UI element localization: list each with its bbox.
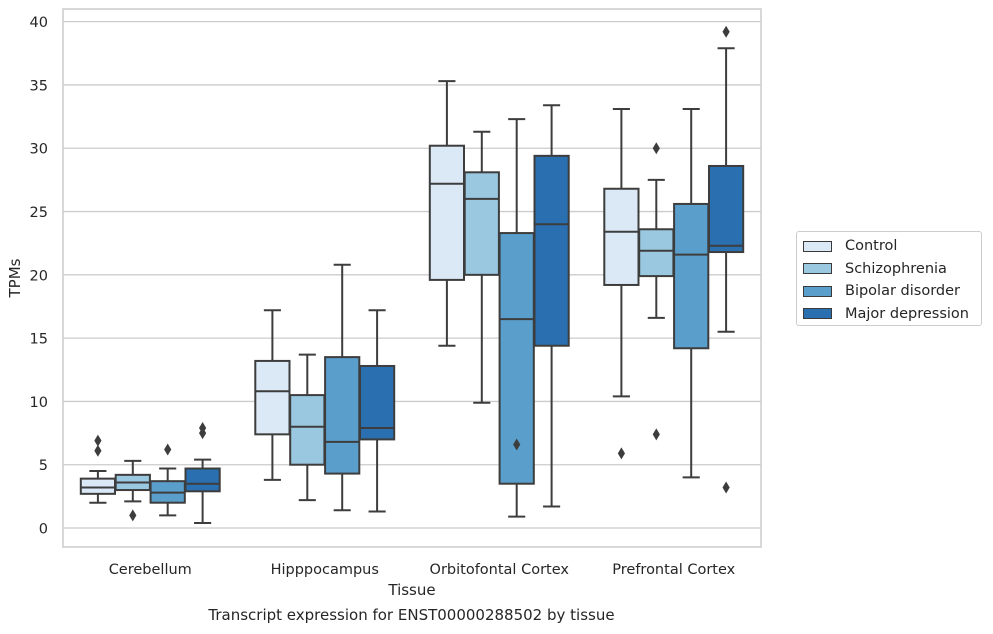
legend-swatch <box>803 240 832 252</box>
legend-label: Major depression <box>845 305 969 322</box>
box-bipolar-disorder <box>149 443 186 517</box>
box-body <box>638 228 675 278</box>
box-bipolar-disorder <box>673 108 710 479</box>
y-tick-label: 15 <box>30 332 48 348</box>
outlier-point <box>617 447 625 460</box>
box-bipolar-disorder <box>498 118 535 518</box>
box-schizophrenia <box>638 142 675 441</box>
y-tick-label: 30 <box>30 142 48 158</box>
box-major-depression <box>707 25 745 494</box>
box-control <box>428 80 466 347</box>
box-body <box>289 394 326 466</box>
y-axis-ticks: 0 5 10 15 20 25 30 35 40 <box>30 15 48 537</box>
box-body <box>428 144 466 281</box>
box-body <box>707 164 745 254</box>
box-schizophrenia <box>289 353 326 502</box>
box-body <box>254 359 291 436</box>
y-tick-label: 20 <box>30 268 48 284</box>
legend-label: Control <box>845 238 898 255</box>
box-body <box>603 187 640 286</box>
box-body <box>463 171 500 276</box>
y-tick-label: 25 <box>30 205 48 221</box>
y-axis-label: TPMs <box>6 258 24 298</box>
legend-item: Control <box>803 235 981 258</box>
outlier-point <box>722 481 730 494</box>
x-tick-label: Orbitofontal Cortex <box>430 562 570 578</box>
x-axis-label: Tissue <box>387 581 435 599</box>
outlier-point <box>652 428 660 441</box>
box-body <box>79 477 117 495</box>
outlier-point <box>722 25 730 38</box>
y-tick-label: 0 <box>39 522 48 538</box>
box-body <box>533 154 570 347</box>
outlier-point <box>94 444 102 457</box>
legend-item: Bipolar disorder <box>803 280 981 303</box>
legend-swatch <box>803 308 832 320</box>
box-schizophrenia <box>463 130 500 404</box>
box-major-depression <box>358 309 396 513</box>
x-axis-ticks: Cerebellum Hipppocampus Orbitofontal Corte… <box>109 562 736 578</box>
box-major-depression <box>184 422 221 524</box>
box-bipolar-disorder <box>324 263 361 512</box>
box-control <box>79 434 117 504</box>
legend: Control Schizophrenia Bipolar disorder M… <box>796 231 982 326</box>
legend-label: Schizophrenia <box>845 260 947 277</box>
outlier-point <box>129 509 137 522</box>
boxes <box>79 25 745 524</box>
outlier-point <box>652 142 660 155</box>
y-tick-label: 35 <box>30 78 48 94</box>
box-major-depression <box>533 104 570 508</box>
y-tick-label: 40 <box>30 15 48 31</box>
legend-item: Major depression <box>803 303 981 326</box>
legend-item: Schizophrenia <box>803 258 981 281</box>
box-body <box>184 467 221 493</box>
box-control <box>254 309 291 481</box>
outlier-point <box>513 438 521 451</box>
x-tick-label: Prefrontal Cortex <box>612 562 735 578</box>
outlier-point <box>94 434 102 447</box>
box-control <box>603 108 640 460</box>
x-tick-label: Hipppocampus <box>271 562 379 578</box>
gridlines <box>63 21 761 529</box>
box-schizophrenia <box>114 459 151 522</box>
legend-swatch <box>803 263 832 275</box>
box-body <box>673 202 710 350</box>
figure-caption: Transcript expression for ENST0000028850… <box>208 606 615 624</box>
outlier-point <box>164 443 172 456</box>
outlier-point <box>199 422 207 435</box>
box-body <box>324 356 361 475</box>
y-tick-label: 5 <box>39 458 48 474</box>
y-tick-label: 10 <box>30 395 48 411</box>
x-tick-label: Cerebellum <box>109 562 192 578</box>
legend-swatch <box>803 285 832 297</box>
plot-area <box>62 8 762 548</box>
legend-label: Bipolar disorder <box>845 283 960 300</box>
